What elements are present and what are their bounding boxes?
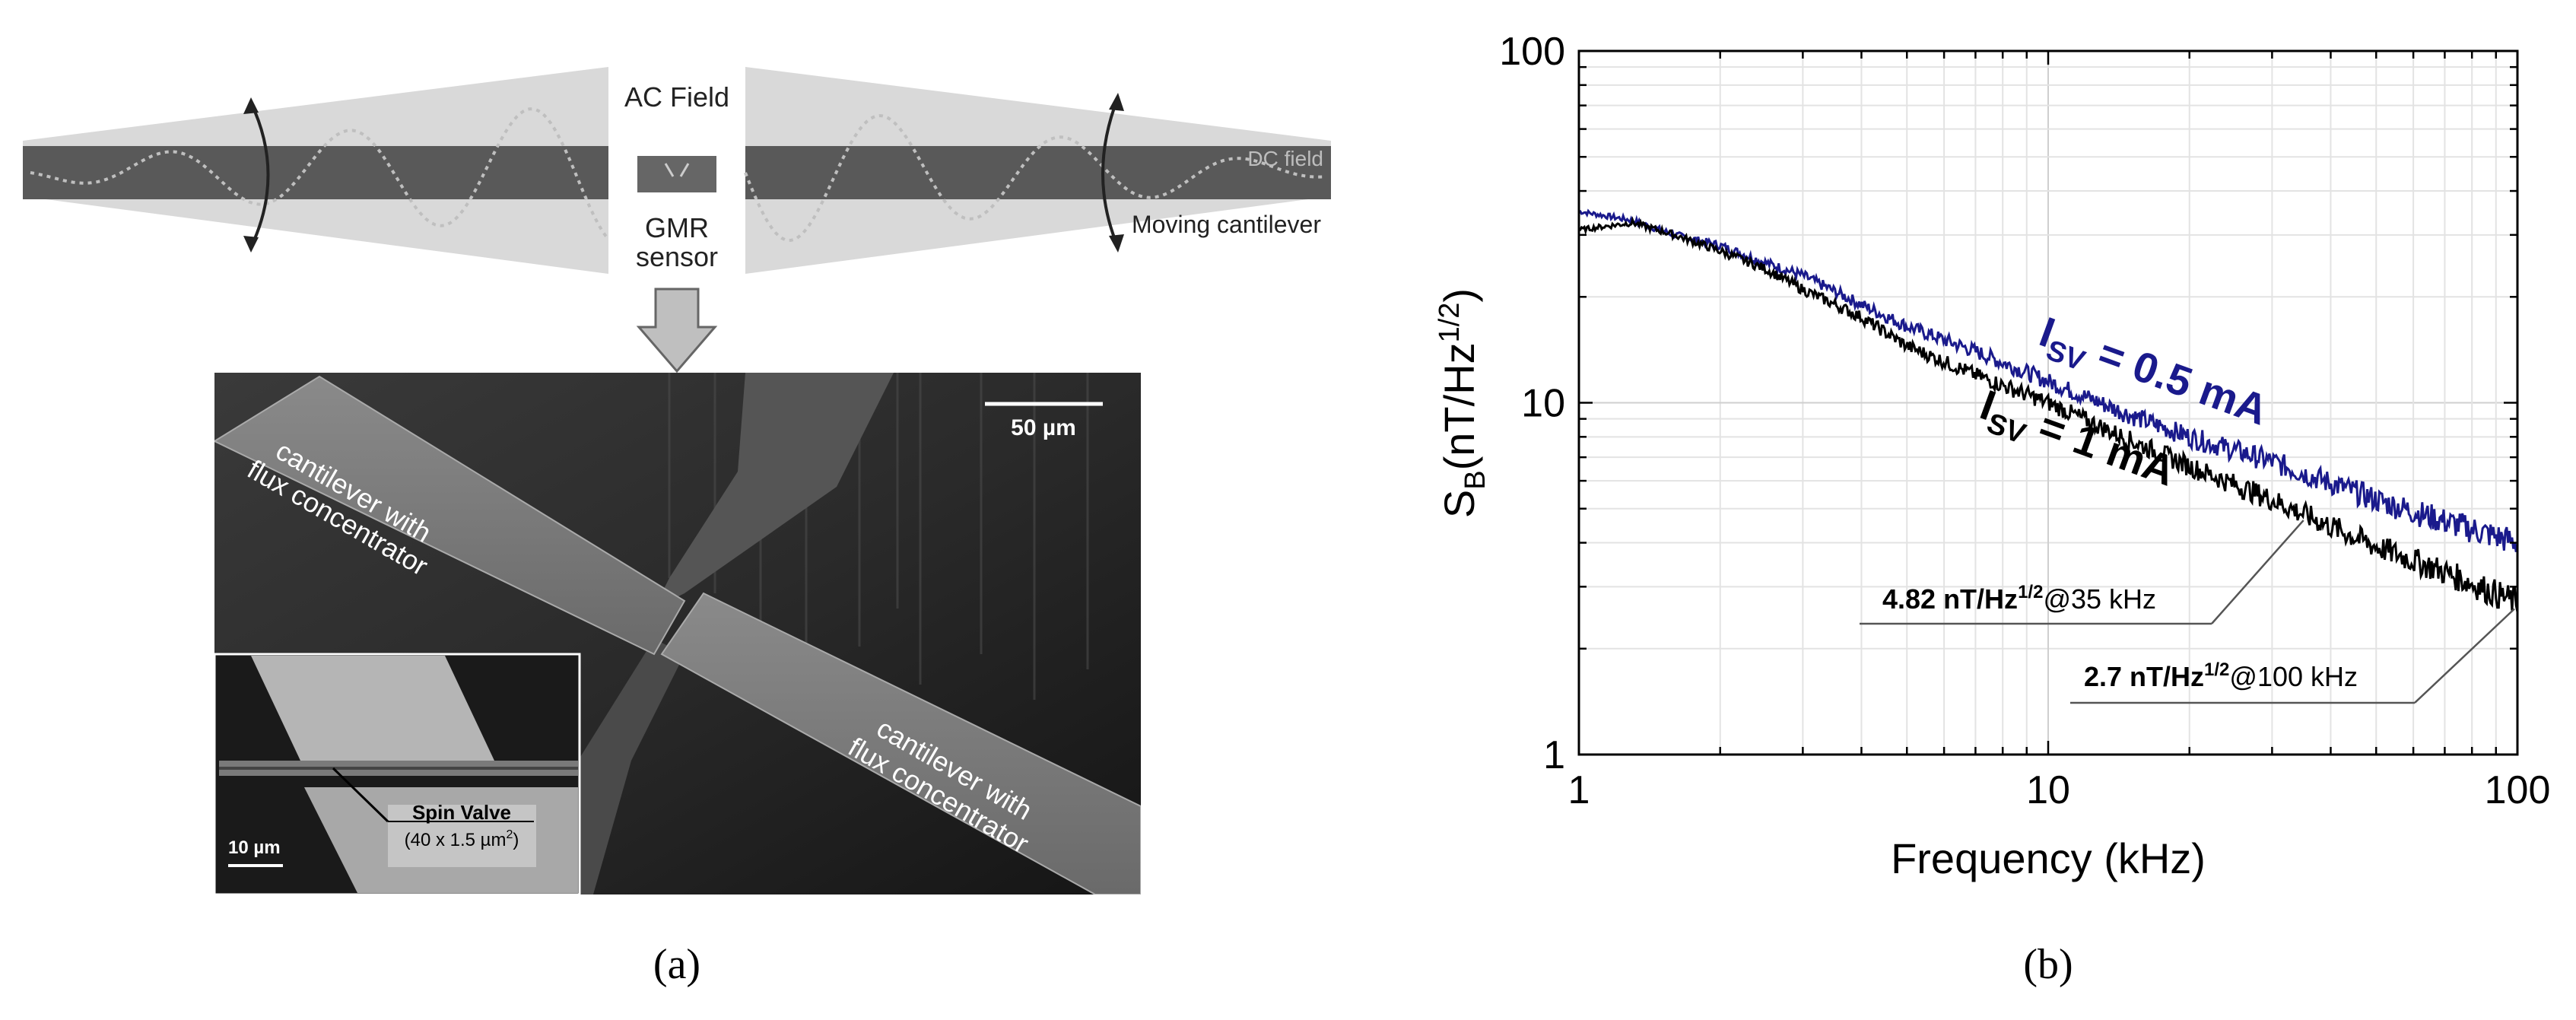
chart-grid: [1578, 51, 2517, 755]
left-arrow-head-top: [243, 97, 259, 114]
annotation-100khz-text: 2.7 nT/Hz1/2@100 kHz: [2084, 659, 2358, 692]
x-tick-label: 10: [2026, 768, 2070, 812]
chart-series: [1578, 208, 2519, 612]
panel-b-caption: (b): [2023, 941, 2073, 988]
down-arrow-icon: [636, 288, 718, 373]
panel-a-schematic: AC Field DC field GMR sensor Moving cant…: [23, 67, 1331, 373]
series-line-1: [1578, 216, 2519, 612]
spin-valve-dims: (40 x 1.5 µm2): [405, 828, 519, 850]
sem-inset: 10 µm Spin Valve (40 x 1.5 µm2): [214, 653, 581, 894]
ac-field-wave: [30, 107, 1324, 242]
gmr-label-line2: sensor: [636, 241, 718, 272]
sem-funnel-bottom: [548, 639, 684, 894]
ann0-value: 4.82 nT/Hz: [1882, 583, 2018, 615]
gmr-sensor-block: [637, 156, 716, 192]
right-moving-arrow-icon: [1101, 97, 1120, 248]
ylabel-close: ): [1435, 288, 1483, 303]
annotation-35khz-text: 4.82 nT/Hz1/2@35 kHz: [1882, 582, 2156, 615]
x-tick-label: 100: [2485, 768, 2551, 812]
dims-prefix: (40 x 1.5 µm: [405, 830, 507, 850]
ann1-value: 2.7 nT/Hz: [2084, 661, 2204, 692]
annotation-35khz-leader: [2211, 520, 2304, 624]
ann1-sup: 1/2: [2204, 659, 2229, 680]
dims-sup: 2: [506, 828, 513, 841]
right-arrow-head-top: [1109, 93, 1124, 111]
ann0-suffix: @35 kHz: [2043, 583, 2156, 615]
ylabel-unit: (nT/Hz: [1435, 342, 1483, 470]
sem-scale-label: 50 µm: [1011, 415, 1076, 440]
x-tick-label: 1: [1568, 768, 1590, 812]
moving-cantilever-label: Moving cantilever: [1132, 211, 1321, 238]
sensor-arrow-icon: [664, 163, 690, 177]
y-axis-label: SB(nT/Hz1/2): [1434, 288, 1491, 518]
y-tick-label: 100: [1499, 30, 1565, 74]
dc-field-label: DC field: [1247, 147, 1323, 170]
chart-ticks: 1 10 100 1 10 100: [1499, 30, 2550, 812]
spin-valve-label: Spin Valve: [412, 801, 511, 824]
right-arrow-head-bottom: [1109, 234, 1124, 253]
gmr-label-line1: GMR: [645, 212, 709, 243]
annotation-100khz: 2.7 nT/Hz1/2@100 kHz: [2070, 608, 2515, 704]
ann0-sup: 1/2: [2018, 582, 2043, 602]
ac-field-label: AC Field: [624, 81, 729, 113]
inset-scale-label: 10 µm: [228, 837, 281, 858]
sem-image: 50 µm cantilever with flux concentrator …: [214, 373, 1141, 894]
dims-suffix: ): [513, 830, 519, 850]
left-arrow-head-bottom: [243, 236, 259, 253]
left-dc-band: [23, 146, 608, 199]
sem-left-cantilever: [214, 375, 686, 656]
ann1-suffix: @100 kHz: [2229, 661, 2358, 692]
ylabel-sub: B: [1460, 470, 1491, 489]
left-moving-arrow-icon: [249, 102, 270, 248]
ylabel-sup: 1/2: [1434, 303, 1466, 343]
ylabel-main: S: [1435, 490, 1483, 518]
right-dc-band: [745, 146, 1331, 199]
sem-funnel-top: [654, 373, 894, 609]
annotation-100khz-leader: [2414, 608, 2515, 704]
annotation-35khz: 4.82 nT/Hz1/2@35 kHz: [1860, 520, 2304, 625]
series-line-0: [1578, 208, 2519, 552]
sem-streaks: [668, 373, 1089, 700]
panel-a-caption: (a): [653, 941, 700, 988]
y-tick-label: 1: [1543, 733, 1565, 777]
sem-right-cantilever: [660, 592, 1141, 894]
y-tick-label: 10: [1521, 382, 1565, 426]
x-axis-label: Frequency (kHz): [1891, 834, 2206, 882]
